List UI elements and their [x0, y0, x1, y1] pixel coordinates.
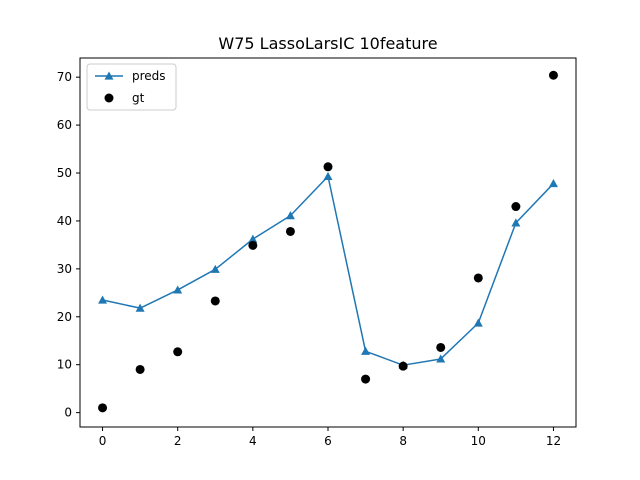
preds-marker	[548, 179, 558, 188]
x-axis-ticks: 0 2 4 6 8 10 12	[99, 427, 561, 448]
gt-point	[98, 403, 108, 413]
preds-marker	[473, 318, 483, 327]
y-tick-label: 40	[57, 214, 72, 228]
preds-marker	[436, 354, 446, 363]
legend-gt-marker	[104, 93, 114, 103]
gt-point	[436, 342, 446, 352]
x-tick-label: 10	[471, 434, 486, 448]
preds-marker	[173, 285, 183, 294]
preds-marker	[285, 211, 295, 220]
gt-point	[285, 226, 295, 236]
gt-point	[210, 296, 220, 306]
chart-title: W75 LassoLarsIC 10feature	[218, 34, 437, 53]
x-tick-label: 0	[99, 434, 107, 448]
y-tick-label: 50	[57, 166, 72, 180]
preds-marker	[210, 264, 220, 273]
plot-area	[98, 70, 558, 413]
preds-marker	[135, 303, 145, 312]
y-tick-label: 30	[57, 262, 72, 276]
legend-preds-marker	[104, 71, 114, 80]
gt-point	[398, 361, 408, 371]
x-tick-label: 12	[546, 434, 561, 448]
legend: preds gt	[86, 63, 177, 111]
axes-frame	[79, 57, 577, 428]
x-tick-label: 2	[174, 434, 182, 448]
gt-point	[473, 273, 483, 283]
gt-point	[361, 374, 371, 384]
gt-point	[511, 202, 521, 212]
gt-point	[173, 347, 183, 357]
y-tick-label: 70	[57, 70, 72, 84]
y-tick-label: 0	[64, 406, 72, 420]
legend-label-gt: gt	[132, 91, 145, 105]
x-tick-label: 6	[324, 434, 332, 448]
legend-label-preds: preds	[132, 69, 166, 83]
x-tick-label: 8	[399, 434, 407, 448]
preds-marker	[361, 346, 371, 355]
y-tick-label: 20	[57, 310, 72, 324]
x-tick-label: 4	[249, 434, 257, 448]
gt-point	[248, 240, 258, 250]
y-axis-ticks: 0 10 20 30 40 50 60 70	[57, 70, 80, 420]
preds-marker	[248, 234, 258, 243]
gt-point	[135, 364, 145, 374]
y-tick-label: 10	[57, 358, 72, 372]
gt-point	[548, 70, 558, 80]
preds-marker	[98, 295, 108, 304]
gt-point	[323, 162, 333, 172]
preds-marker	[511, 218, 521, 227]
preds-marker	[323, 171, 333, 180]
y-tick-label: 60	[57, 118, 72, 132]
